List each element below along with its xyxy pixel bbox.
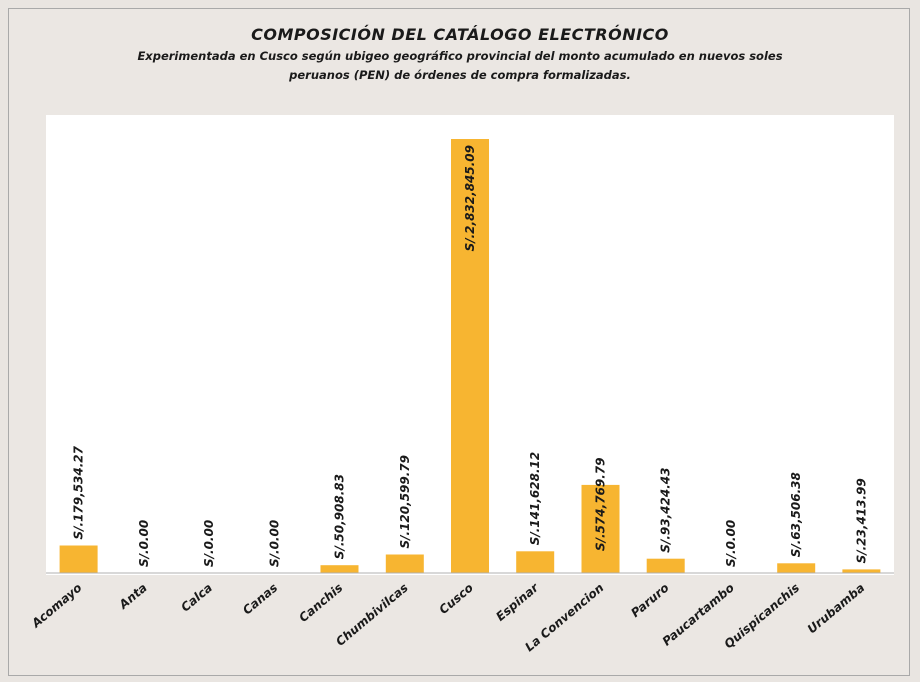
tick-label: Canchis bbox=[296, 581, 345, 625]
chart-title: COMPOSICIÓN DEL CATÁLOGO ELECTRÓNICO bbox=[251, 25, 669, 44]
bar-urubamba bbox=[842, 569, 881, 573]
data-label: S/.0.00 bbox=[267, 520, 281, 567]
bar-acomayo bbox=[59, 545, 98, 573]
bar-paruro bbox=[646, 558, 685, 573]
tick-label: Urubamba bbox=[805, 581, 868, 637]
data-label: S/.0.00 bbox=[137, 520, 151, 567]
tick-label: Paruro bbox=[628, 581, 671, 620]
tick-label: Canas bbox=[240, 581, 280, 618]
bar-espinar bbox=[516, 551, 555, 573]
bar-canchis bbox=[320, 565, 359, 573]
bars-layer bbox=[59, 139, 881, 573]
data-label: S/.141,628.12 bbox=[528, 452, 542, 546]
data-label: S/.2,832,845.09 bbox=[463, 145, 477, 251]
tick-label: Espinar bbox=[493, 580, 542, 624]
data-label: S/.120,599.79 bbox=[398, 455, 412, 549]
chart-frame: COMPOSICIÓN DEL CATÁLOGO ELECTRÓNICO Exp… bbox=[8, 8, 910, 676]
tick-label: Acomayo bbox=[28, 581, 84, 631]
bar-chumbivilcas bbox=[385, 554, 424, 573]
tick-label: Cusco bbox=[436, 581, 476, 617]
data-label: S/.50,908.83 bbox=[333, 474, 347, 559]
tick-label: Anta bbox=[116, 581, 150, 613]
data-label: S/.63,506.38 bbox=[789, 472, 803, 557]
chart-subtitle: Experimentada en Cusco según ubigeo geog… bbox=[137, 49, 783, 82]
data-label: S/.0.00 bbox=[724, 520, 738, 567]
plot-area: S/.179,534.27 S/.0.00 S/.0.00 S/.0.00 S/.50,… bbox=[28, 115, 894, 654]
bar-cusco bbox=[451, 139, 489, 573]
data-label: S/.93,424.43 bbox=[659, 468, 673, 553]
data-label: S/.23,413.99 bbox=[854, 478, 868, 563]
data-labels-layer: S/.179,534.27 S/.0.00 S/.0.00 S/.0.00 S/.50,… bbox=[72, 145, 869, 567]
tick-labels-layer: Acomayo Anta Calca Canas CanchisChumbivilcas… bbox=[28, 580, 867, 654]
bar-quispicanchis bbox=[777, 563, 816, 573]
data-label: S/.0.00 bbox=[202, 520, 216, 567]
data-label: S/.179,534.27 bbox=[72, 445, 86, 539]
data-label: S/.574,769.79 bbox=[594, 458, 608, 552]
bar-la-convencion bbox=[581, 484, 620, 573]
tick-label: Calca bbox=[178, 581, 215, 615]
